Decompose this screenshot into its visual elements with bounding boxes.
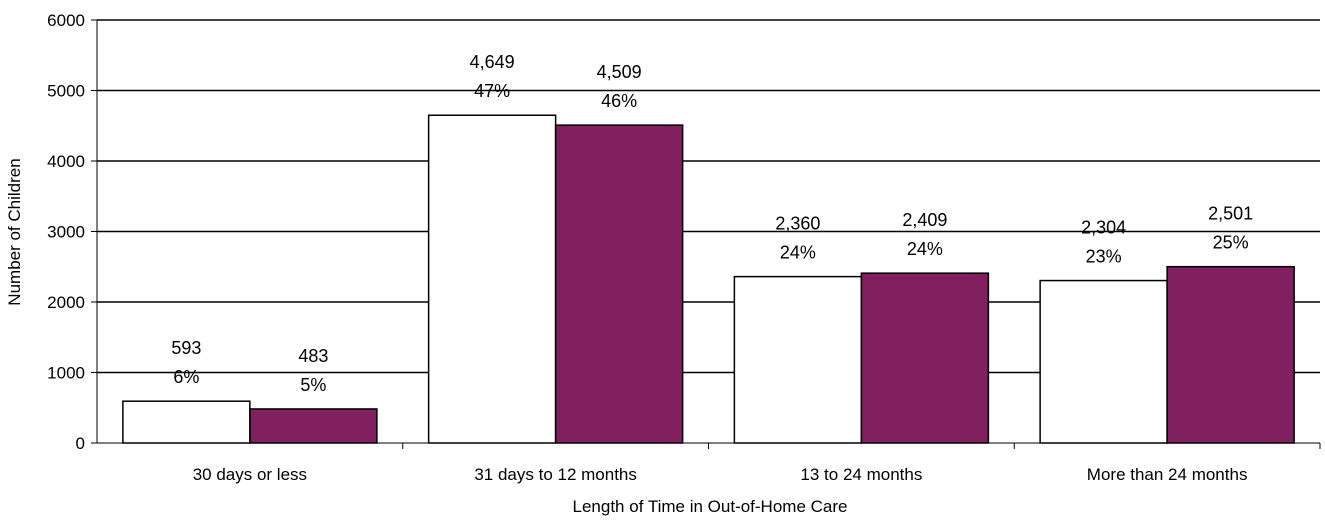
x-category-label: 30 days or less [193,465,307,484]
y-tick-label: 1000 [47,364,85,383]
y-tick-label: 0 [76,434,85,453]
bar-series-1 [122,400,251,444]
data-label-percent: 6% [173,367,199,387]
data-label-percent: 24% [780,243,816,263]
bar-series-1 [733,275,863,444]
y-tick-label: 6000 [47,11,85,30]
x-category-label: 13 to 24 months [800,465,922,484]
data-label-value: 2,304 [1081,218,1126,238]
x-category-label: More than 24 months [1087,465,1248,484]
x-category-label: 31 days to 12 months [474,465,637,484]
bar-series-1 [1039,279,1168,444]
data-label-percent: 47% [474,81,510,101]
data-label-value: 4,509 [597,62,642,82]
data-label-value: 2,360 [775,214,820,234]
bar-series-2 [860,272,990,444]
data-label-value: 2,409 [902,210,947,230]
y-tick-label: 4000 [47,152,85,171]
y-tick-label: 2000 [47,293,85,312]
bar-layer [122,114,1295,444]
bar-series-2 [1166,265,1295,444]
bar-series-2 [554,124,684,444]
y-tick-label: 3000 [47,223,85,242]
data-label-percent: 23% [1086,247,1122,267]
data-label-value: 2,501 [1208,204,1253,224]
axis-layer: 0 1000 2000 3000 4000 5000 6000 [47,11,1321,453]
data-label-value: 4,649 [470,52,515,72]
y-axis-title: Number of Children [5,158,24,305]
data-label-value: 593 [171,338,201,358]
x-axis-title: Length of Time in Out-of-Home Care [573,497,848,516]
bar-series-2 [249,408,378,444]
label-layer: 30 days or less 593 6% 483 5% 31 days to 12 m… [171,52,1253,484]
data-label-percent: 5% [300,375,326,395]
y-tick-label: 5000 [47,82,85,101]
data-label-value: 483 [298,346,328,366]
data-label-percent: 46% [601,91,637,111]
bar-series-1 [427,114,557,444]
data-label-percent: 25% [1213,233,1249,253]
data-label-percent: 24% [907,239,943,259]
